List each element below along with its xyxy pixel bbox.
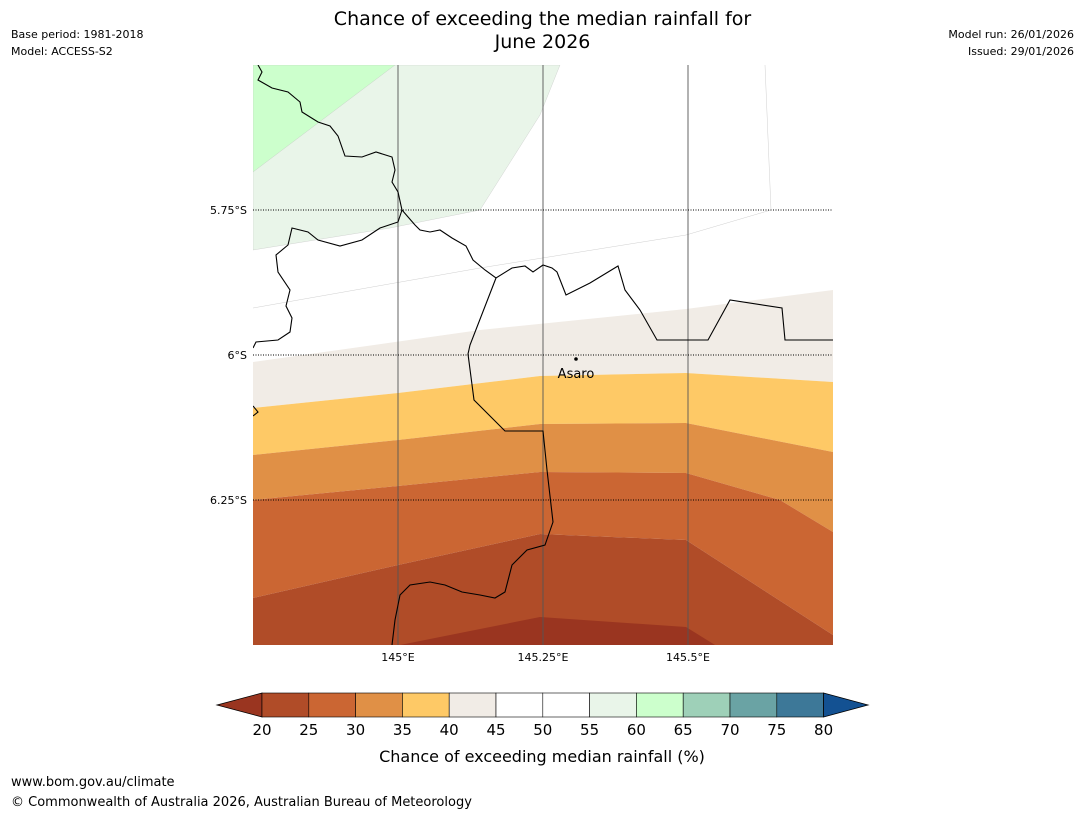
colorbar-segment <box>682 692 731 718</box>
colorbar-tick-label: 45 <box>486 721 505 739</box>
province-boundary <box>391 277 554 645</box>
longitude-label: 145°E <box>381 651 414 664</box>
metadata-right: Model run: 26/01/2026 Issued: 29/01/2026 <box>948 26 1074 60</box>
colorbar-title: Chance of exceeding median rainfall (%) <box>379 747 705 766</box>
colorbar-segment <box>355 692 403 718</box>
map-title: Chance of exceeding the median rainfall … <box>0 8 1085 54</box>
colorbar-segment <box>776 692 824 718</box>
model-text: Model: ACCESS-S2 <box>11 45 113 58</box>
colorbar-tick-label: 65 <box>674 721 693 739</box>
rainfall-probability-map <box>253 65 833 645</box>
title-line-1: Chance of exceeding the median rainfall … <box>333 8 752 30</box>
colorbar-tick-label: 70 <box>720 721 739 739</box>
colorbar-segment <box>542 692 590 718</box>
base-period-text: Base period: 1981-2018 <box>11 28 144 41</box>
place-marker <box>574 357 578 361</box>
colorbar: 20 25 30 35 40 45 50 55 60 65 70 75 80 <box>215 692 870 739</box>
colorbar-tick-label: 25 <box>299 721 318 739</box>
colorbar-tick-label: 35 <box>393 721 412 739</box>
latitude-label: 6.25°S <box>210 494 247 507</box>
colorbar-tick-label: 40 <box>440 721 459 739</box>
colorbar-segment <box>495 692 544 718</box>
contour-line <box>253 65 772 309</box>
latitude-label: 6°S <box>228 349 247 362</box>
colorbar-tick-label: 50 <box>533 721 552 739</box>
colorbar-segment <box>308 692 356 718</box>
province-boundary <box>253 209 403 349</box>
colorbar-tick-label: 30 <box>346 721 365 739</box>
footer-url: www.bom.gov.au/climate <box>11 775 175 790</box>
province-boundary <box>257 65 833 341</box>
colorbar-segment <box>589 692 637 718</box>
colorbar-segment <box>261 692 310 718</box>
map-figure: 5.75°S 6°S 6.25°S 145°E 145.25°E 145.5°E… <box>210 65 870 766</box>
metadata-left: Base period: 1981-2018 Model: ACCESS-S2 <box>11 26 143 60</box>
colorbar-segment <box>636 692 684 718</box>
colorbar-tick-label: 55 <box>580 721 599 739</box>
issued-text: Issued: 29/01/2026 <box>967 45 1074 58</box>
longitude-label: 145.25°E <box>518 651 569 664</box>
colorbar-over-arrow <box>823 692 870 718</box>
colorbar-tick-label: 75 <box>767 721 786 739</box>
province-boundary <box>253 405 259 417</box>
colorbar-tick-label: 20 <box>252 721 271 739</box>
colorbar-segment <box>402 692 450 718</box>
colorbar-under-arrow <box>215 692 263 718</box>
colorbar-tick-label: 80 <box>814 721 833 739</box>
longitude-label: 145.5°E <box>666 651 710 664</box>
colorbar-segment <box>448 692 497 718</box>
model-run-text: Model run: 26/01/2026 <box>948 28 1074 41</box>
latitude-label: 5.75°S <box>210 204 247 217</box>
band-below-20 <box>400 617 715 645</box>
footer-copyright: © Commonwealth of Australia 2026, Austra… <box>11 795 472 810</box>
colorbar-tick-label: 60 <box>627 721 646 739</box>
place-label: Asaro <box>558 367 595 382</box>
colorbar-segment <box>729 692 778 718</box>
title-line-2: June 2026 <box>494 31 591 53</box>
